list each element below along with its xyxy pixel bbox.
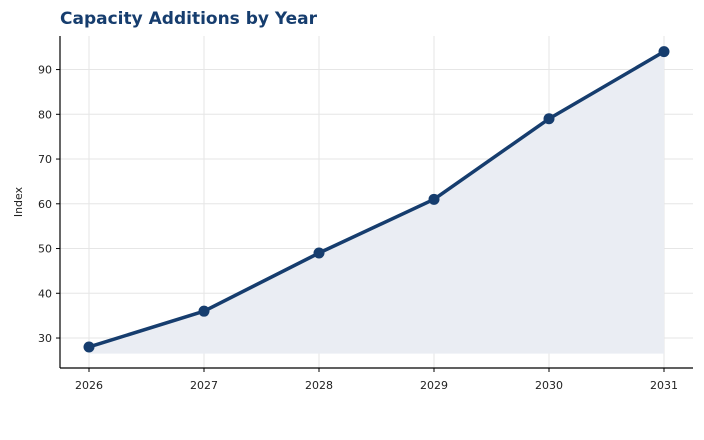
x-tick-label: 2027 [190, 379, 218, 392]
y-tick-label: 40 [38, 287, 52, 300]
data-point [83, 341, 95, 353]
x-ticks: 2026 2027 2028 2029 2030 2031 [75, 368, 678, 392]
series-line [87, 49, 666, 349]
y-tick-label: 90 [38, 64, 52, 77]
axes-layer [59, 36, 693, 369]
data-point [313, 247, 325, 259]
y-axis-label: Index [12, 186, 25, 217]
data-point [198, 305, 210, 317]
data-point [428, 193, 440, 205]
y-ticks: 30 40 50 60 70 80 90 [38, 64, 60, 345]
chart-title: Capacity Additions by Year [60, 9, 318, 29]
y-tick-label: 80 [38, 108, 52, 121]
y-tick-label: 70 [38, 153, 52, 166]
data-point [658, 46, 670, 58]
y-tick-label: 30 [38, 332, 52, 345]
x-tick-label: 2031 [650, 379, 678, 392]
x-tick-label: 2026 [75, 379, 103, 392]
y-tick-label: 50 [38, 243, 52, 256]
data-point [543, 113, 555, 125]
x-tick-label: 2030 [535, 379, 563, 392]
x-tick-label: 2028 [305, 379, 333, 392]
data-points [83, 46, 670, 353]
area-fill [89, 51, 664, 354]
x-tick-label: 2029 [420, 379, 448, 392]
y-tick-label: 60 [38, 198, 52, 211]
